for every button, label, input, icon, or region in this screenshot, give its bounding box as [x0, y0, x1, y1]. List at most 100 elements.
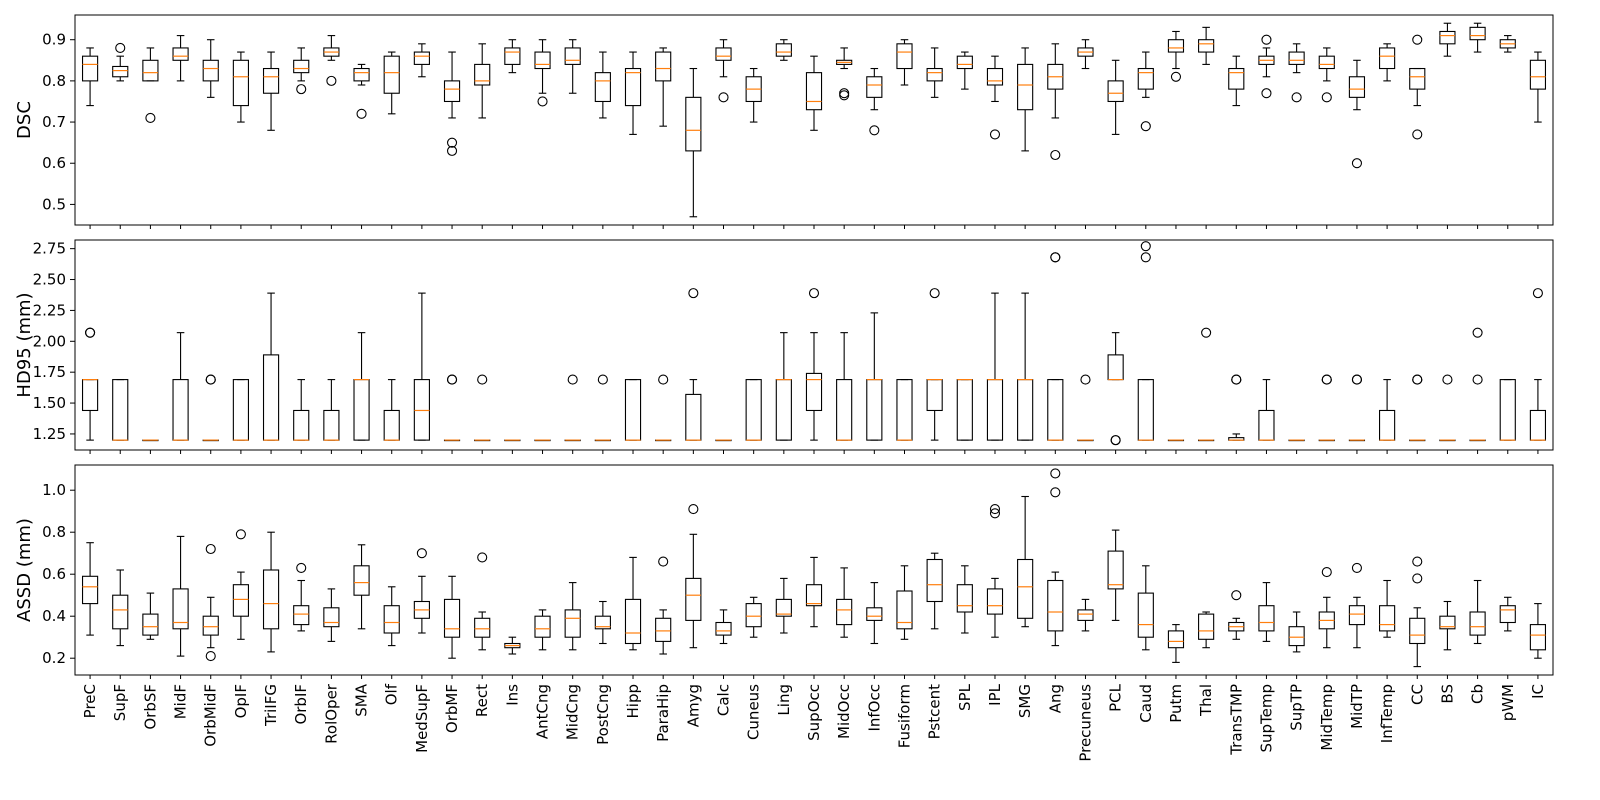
- x-tick-label: CC: [1408, 684, 1426, 705]
- x-tick-label: Rect: [473, 684, 491, 717]
- iqr-box: [685, 96, 702, 152]
- box-MidCng: [564, 39, 581, 94]
- y-tick-label: 2.25: [33, 301, 66, 319]
- iqr-box: [745, 603, 762, 628]
- iqr-box: [81, 575, 99, 605]
- outlier-point: [1472, 327, 1483, 338]
- x-tick-label: ParaHip: [654, 684, 672, 742]
- iqr-box: [1529, 59, 1547, 90]
- box-pWM: [1499, 596, 1516, 632]
- box-SupOcc: [805, 55, 823, 131]
- iqr-box: [1409, 67, 1426, 90]
- outlier-point: [416, 548, 427, 559]
- iqr-box: [1167, 630, 1185, 649]
- outlier-point: [1050, 468, 1061, 479]
- iqr-box: [1047, 579, 1064, 632]
- iqr-box: [1499, 379, 1516, 441]
- box-SupF: [112, 569, 129, 647]
- iqr-box: [202, 615, 219, 636]
- outlier-point: [1050, 487, 1061, 498]
- iqr-box: [1469, 611, 1486, 636]
- iqr-box: [353, 565, 370, 596]
- iqr-box: [1439, 30, 1456, 45]
- y-tick-label: 0.4: [42, 607, 66, 625]
- x-tick-label: OrbMidF: [202, 684, 220, 747]
- box-AntCng: [534, 39, 551, 107]
- box-Precuneus: [1077, 374, 1094, 442]
- y-tick-label: 1.25: [33, 425, 66, 443]
- box-Cuneus: [745, 596, 762, 638]
- box-Caud: [1137, 565, 1154, 651]
- box-IPL: [986, 55, 1004, 140]
- box-RolOper: [323, 379, 340, 441]
- box-MidOcc: [836, 332, 853, 441]
- x-tick-label: BS: [1438, 684, 1456, 704]
- outlier-point: [115, 42, 126, 53]
- box-Thal: [1198, 327, 1215, 442]
- outlier-point: [1140, 241, 1151, 252]
- box-MedSupF: [413, 292, 430, 441]
- outlier-point: [205, 374, 216, 385]
- x-tick-label: PreC: [81, 684, 99, 718]
- iqr-box: [504, 47, 521, 65]
- box-MidCng: [564, 374, 581, 442]
- iqr-box: [624, 598, 642, 645]
- box-IC: [1529, 603, 1547, 659]
- iqr-box: [293, 409, 310, 441]
- iqr-box: [1258, 409, 1275, 441]
- outlier-point: [658, 556, 669, 567]
- outlier-point: [567, 374, 578, 385]
- iqr-box: [745, 379, 762, 441]
- iqr-box: [685, 577, 702, 621]
- box-MidOcc: [836, 567, 853, 638]
- iqr-box: [896, 43, 913, 70]
- iqr-box: [685, 393, 702, 441]
- box-PCL: [1107, 529, 1124, 621]
- iqr-box: [142, 59, 159, 82]
- outlier-point: [989, 508, 1001, 519]
- iqr-box: [232, 584, 249, 617]
- iqr-box: [986, 67, 1004, 86]
- box-OpIF: [232, 529, 249, 640]
- x-tick-label: Ling: [775, 684, 793, 716]
- x-tick-label: SupTP: [1288, 684, 1306, 731]
- outlier-point: [1110, 435, 1121, 446]
- y-tick-label: 2.50: [33, 271, 66, 289]
- box-CC: [1409, 34, 1426, 140]
- box-Cb: [1469, 579, 1486, 645]
- box-AntCng: [534, 439, 551, 442]
- y-axis-label: ASSD (mm): [14, 518, 35, 622]
- box-SupTemp: [1258, 379, 1275, 441]
- x-tick-label: Cb: [1469, 684, 1487, 704]
- iqr-box: [112, 65, 129, 78]
- outlier-point: [296, 84, 307, 95]
- box-Fusiform: [896, 565, 913, 640]
- iqr-box: [262, 569, 280, 630]
- iqr-box: [564, 609, 581, 638]
- y-axis-label: DSC: [14, 101, 35, 139]
- x-tick-label: SPL: [956, 683, 974, 711]
- box-Putm: [1167, 30, 1185, 82]
- box-InfTemp: [1379, 379, 1396, 441]
- box-Precuneus: [1077, 39, 1094, 70]
- box-Hipp: [624, 379, 642, 441]
- box-MidTemp: [1318, 374, 1335, 442]
- box-PreC: [81, 542, 99, 636]
- box-Cuneus: [745, 67, 762, 123]
- box-Rect: [474, 552, 491, 651]
- box-BS: [1439, 600, 1456, 651]
- outlier-point: [477, 374, 488, 385]
- box-InfTemp: [1379, 43, 1396, 82]
- iqr-box: [624, 379, 642, 441]
- x-tick-label: PostCng: [594, 684, 612, 745]
- iqr-box: [534, 51, 551, 70]
- box-AntCng: [534, 609, 551, 651]
- iqr-box: [323, 409, 340, 441]
- outlier-point: [356, 108, 367, 119]
- box-ParaHip: [655, 374, 672, 442]
- iqr-box: [443, 80, 461, 103]
- box-Ins: [504, 39, 521, 74]
- box-Cuneus: [745, 379, 762, 441]
- box-RolOper: [323, 35, 340, 86]
- iqr-box: [1137, 379, 1154, 441]
